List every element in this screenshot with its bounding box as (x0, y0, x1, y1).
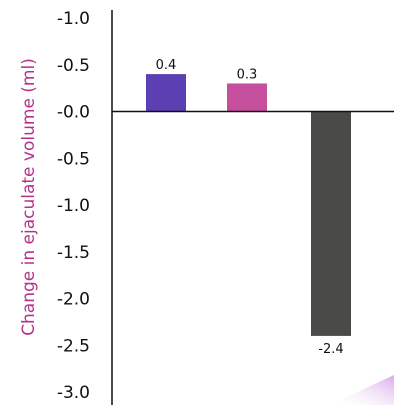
y-tick-label: -1.0 (57, 196, 90, 216)
bar (146, 74, 186, 112)
y-tick-label: -2.0 (57, 290, 90, 310)
data-labels: 0.4 0.3 -2.4 (156, 58, 344, 357)
bar-value-label: 0.3 (237, 67, 258, 82)
bars (146, 74, 351, 336)
y-tick-label: -0.0 (57, 103, 90, 123)
y-axis-label: Change in ejaculate volume (ml) (19, 58, 39, 336)
y-axis: -1.0 -0.5 -0.0 -0.5 -1.0 -1.5 -2.0 -2.5 -3.0 (57, 9, 90, 403)
bar-value-label: -2.4 (318, 342, 343, 357)
y-tick-label: -0.5 (57, 56, 90, 76)
y-tick-label: -2.5 (57, 336, 90, 356)
bar (311, 111, 351, 336)
y-tick-label: -0.5 (57, 149, 90, 169)
bar (227, 83, 267, 112)
corner-decoration (330, 375, 394, 405)
y-tick-label: -3.0 (57, 383, 90, 403)
bar-value-label: 0.4 (156, 58, 177, 73)
y-tick-label: -1.0 (57, 9, 90, 29)
y-tick-label: -1.5 (57, 243, 90, 263)
